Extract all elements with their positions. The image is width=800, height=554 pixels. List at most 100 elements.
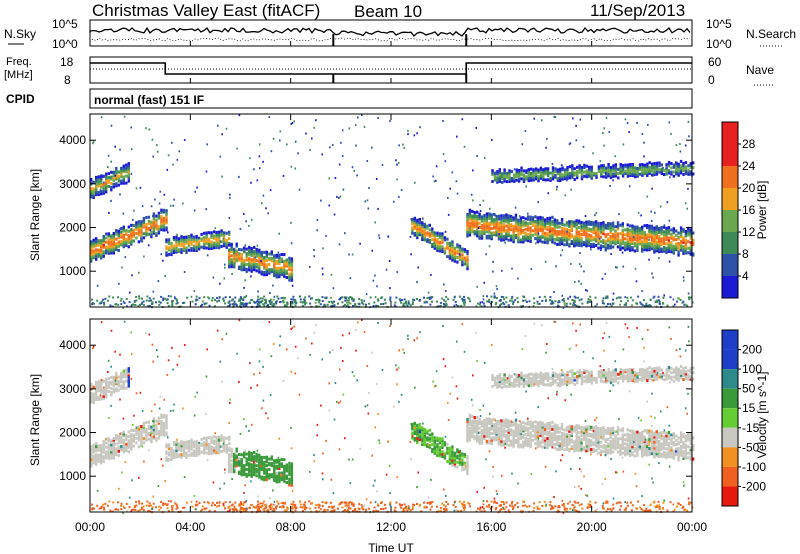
power-cell (414, 181, 416, 184)
velocity-cell (446, 451, 449, 455)
velocity-cell (575, 444, 578, 448)
power-cell (672, 235, 675, 239)
power-cell (210, 240, 213, 244)
velocity-cell (240, 471, 243, 475)
power-cell (641, 169, 644, 173)
power-cell (205, 246, 208, 250)
power-cell (645, 224, 649, 227)
power-cell (100, 254, 103, 258)
power-cell (510, 177, 514, 180)
power-cell (423, 296, 425, 299)
power-cell (587, 220, 590, 224)
power-cell (689, 252, 692, 256)
velocity-cell (160, 430, 163, 434)
power-cell (466, 260, 469, 264)
velocity-cell (105, 377, 108, 381)
velocity-cell (165, 443, 168, 447)
velocity-cell (240, 458, 243, 461)
velocity-cell (587, 425, 590, 429)
velocity-cell (531, 425, 535, 429)
power-cell (228, 241, 231, 245)
velocity-cell (172, 442, 176, 446)
power-cell (145, 233, 148, 237)
power-cell (670, 170, 673, 174)
power-cell (609, 231, 612, 234)
velocity-cell (441, 455, 444, 458)
power-cell (446, 244, 449, 248)
velocity-cell (577, 440, 581, 444)
power-cell (418, 225, 421, 229)
power-cell (594, 214, 596, 217)
velocity-cell (197, 445, 201, 449)
power-cell (530, 174, 533, 177)
power-cell (541, 225, 544, 229)
power-cell (524, 236, 527, 240)
power-cell (202, 242, 206, 246)
velocity-cell (570, 432, 573, 436)
power-cell (147, 222, 151, 226)
power-cell (441, 245, 444, 249)
power-cell (629, 172, 632, 176)
power-cell (563, 175, 567, 179)
power-cell (527, 168, 530, 171)
velocity-cell (90, 462, 93, 466)
power-cell (282, 301, 285, 304)
velocity-cell (575, 439, 578, 442)
power-cell (411, 217, 414, 221)
power-cell (473, 219, 476, 223)
power-cell (660, 249, 663, 253)
power-cell (165, 247, 168, 251)
power-cell (508, 173, 511, 177)
power-cell (258, 302, 261, 305)
velocity-cell (258, 469, 261, 473)
velocity-cell (500, 419, 503, 423)
power-cell (512, 231, 515, 235)
power-cell (122, 169, 125, 172)
power-cell (667, 160, 671, 164)
power-cell (145, 216, 148, 219)
power-cell (533, 117, 536, 120)
velocity-cell (95, 462, 98, 466)
velocity-cell (478, 419, 481, 423)
power-cell (476, 210, 479, 214)
power-cell (278, 275, 281, 279)
power-cell (170, 246, 173, 249)
velocity-cell (115, 442, 118, 446)
velocity-cell (431, 434, 434, 438)
velocity-cell (483, 430, 486, 433)
velocity-cell (626, 428, 629, 432)
velocity-cell (488, 417, 491, 421)
velocity-cell (165, 433, 168, 437)
velocity-cell (446, 460, 449, 464)
velocity-cell (187, 449, 191, 453)
power-cell (284, 304, 286, 307)
velocity-cell (416, 428, 419, 432)
power-cell (140, 237, 143, 241)
power-cell (398, 195, 400, 198)
power-cell (585, 225, 588, 228)
velocity-cell (155, 432, 158, 436)
power-cell (175, 241, 178, 245)
power-cell (147, 232, 151, 236)
velocity-cell (90, 445, 93, 449)
power-cell (141, 205, 144, 208)
power-cell (616, 225, 620, 229)
power-cell (409, 235, 412, 238)
velocity-cell (162, 433, 166, 437)
power-cell (336, 195, 338, 198)
power-cell (663, 168, 666, 172)
power-cell (580, 172, 584, 176)
power-cell (219, 155, 222, 158)
velocity-cell (212, 448, 216, 452)
velocity-cell (524, 428, 527, 432)
power-cell (273, 254, 276, 258)
power-cell (466, 217, 469, 221)
power-cell (517, 233, 520, 237)
power-cell (375, 178, 378, 180)
velocity-cell (453, 462, 457, 466)
velocity-cell (526, 433, 530, 437)
power-cell (636, 244, 639, 248)
velocity-cell (125, 368, 128, 372)
power-cell (139, 304, 141, 306)
power-cell (351, 297, 354, 300)
